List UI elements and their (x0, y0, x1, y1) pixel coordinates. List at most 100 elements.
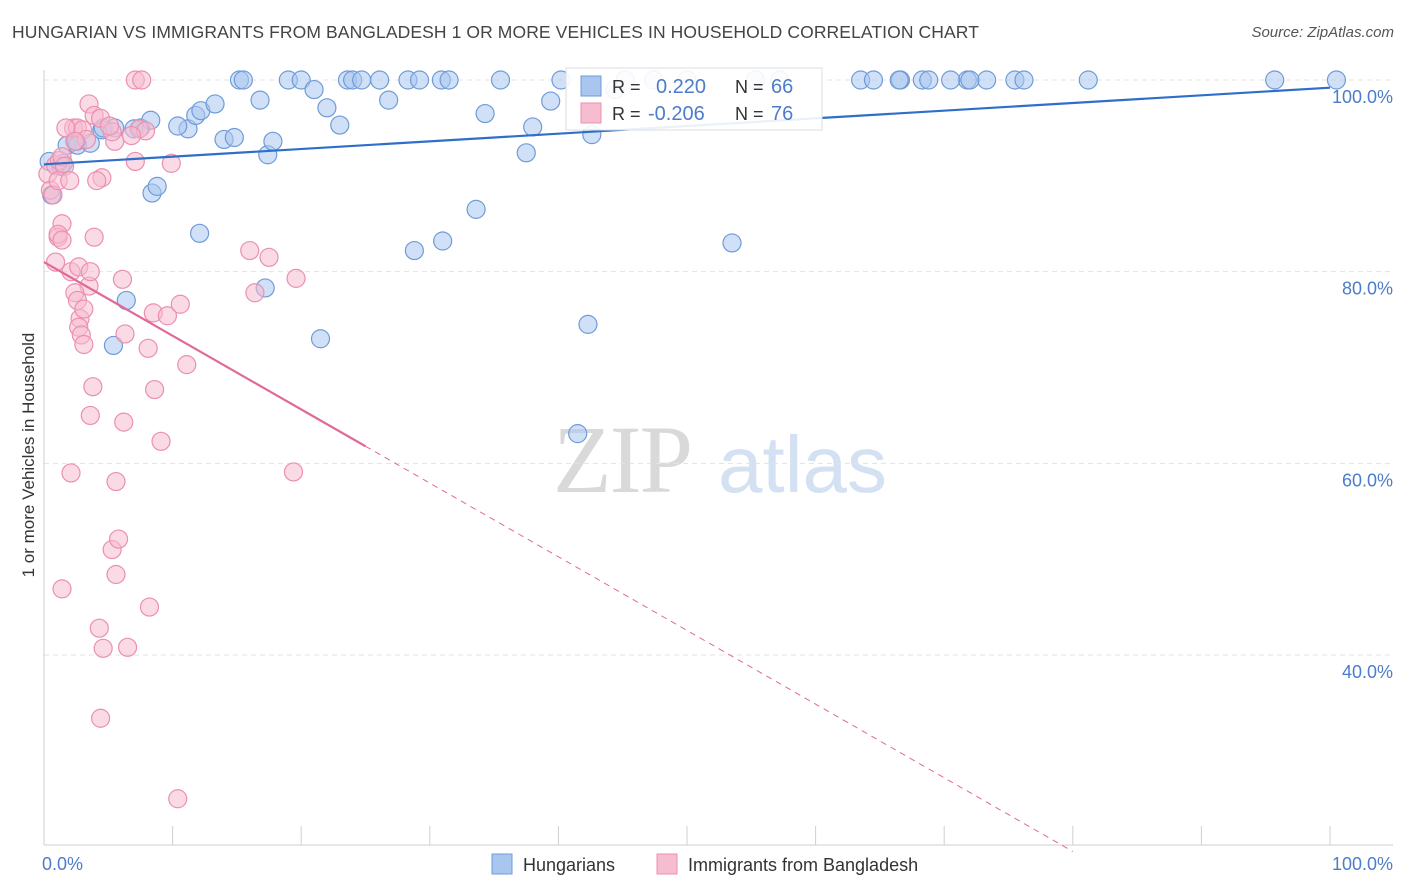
bangladesh-point-54 (107, 566, 125, 584)
y-tick-label-2: 60.0% (1342, 470, 1393, 490)
bangladesh-point-46 (146, 381, 164, 399)
bangladesh-point-33 (75, 336, 93, 354)
hungarians-point-30 (305, 81, 323, 99)
bangladesh-point-69 (284, 463, 302, 481)
hungarians-point-61 (1327, 71, 1345, 89)
legend-n-label-blue: N = (735, 77, 764, 97)
bangladesh-point-43 (133, 71, 151, 89)
bangladesh-point-35 (81, 406, 99, 424)
hungarians-point-20 (206, 95, 224, 113)
bangladesh-point-68 (287, 269, 305, 287)
bangladesh-point-13 (61, 172, 79, 190)
series-legend: Hungarians Immigrants from Bangladesh (492, 854, 918, 875)
bangladesh-point-63 (62, 464, 80, 482)
hungarians-point-63 (434, 232, 452, 250)
hungarians-point-80 (961, 71, 979, 89)
legend-r-value-pink: -0.206 (648, 103, 705, 125)
hungarians-point-60 (1266, 71, 1284, 89)
hungarians-point-16 (148, 177, 166, 195)
hungarians-point-32 (331, 116, 349, 134)
bangladesh-point-60 (94, 639, 112, 657)
legend-n-value-blue: 66 (771, 76, 793, 98)
hungarians-point-31 (318, 99, 336, 117)
legend-r-label-pink: R = (612, 104, 641, 124)
hungarians-point-45 (524, 118, 542, 136)
hungarians-point-43 (492, 71, 510, 89)
correlation-legend: R = 0.220 N = 66 R = -0.206 N = 76 (566, 68, 822, 130)
scatter-chart: ZIP atlas 100.0%80.0%60.0%40.0% 0.0% 100… (0, 0, 1406, 892)
hungarians-point-62 (405, 242, 423, 260)
y-tick-label-3: 40.0% (1342, 662, 1393, 682)
hungarians-point-71 (569, 425, 587, 443)
bangladesh-point-67 (260, 248, 278, 266)
bangladesh-point-47 (152, 432, 170, 450)
hungarians-point-56 (978, 71, 996, 89)
hungarians-point-70 (579, 315, 597, 333)
legend-n-value-pink: 76 (771, 103, 793, 125)
hungarians-point-58 (1015, 71, 1033, 89)
y-axis-label: 1 or more Vehicles in Household (19, 333, 38, 578)
bangladesh-point-75 (88, 172, 106, 190)
bangladesh-point-74 (122, 127, 140, 145)
bangladesh-point-59 (90, 619, 108, 637)
watermark-zip: ZIP (553, 406, 691, 513)
bangladesh-point-11 (53, 231, 71, 249)
bangladesh-point-53 (107, 473, 125, 491)
legend-swatch-pink (581, 103, 601, 123)
bangladesh-point-37 (116, 325, 134, 343)
bangladesh-point-51 (178, 356, 196, 374)
hungarians-point-42 (476, 105, 494, 123)
hungarians-point-59 (1079, 71, 1097, 89)
y-tick-label-1: 80.0% (1342, 279, 1393, 299)
hungarians-point-35 (353, 71, 371, 89)
hungarians-point-17 (169, 117, 187, 135)
bangladesh-point-73 (66, 132, 84, 150)
hungarians-point-39 (411, 71, 429, 89)
hungarians-point-79 (942, 71, 960, 89)
bangladesh-point-25 (85, 228, 103, 246)
hungarians-point-24 (251, 91, 269, 109)
bottom-legend-swatch-pink (657, 854, 677, 874)
y-tick-labels: 100.0% 80.0% 60.0% 40.0% (1332, 87, 1393, 682)
series-bangladesh (39, 71, 305, 808)
hungarians-point-22 (225, 129, 243, 147)
watermark: ZIP atlas (553, 406, 887, 513)
hungarians-point-25 (234, 71, 252, 89)
watermark-atlas: atlas (718, 420, 887, 509)
bangladesh-point-61 (92, 709, 110, 727)
hungarians-point-41 (440, 71, 458, 89)
hungarians-point-27 (264, 132, 282, 150)
bangladesh-point-58 (140, 598, 158, 616)
hungarians-point-76 (864, 71, 882, 89)
bangladesh-point-39 (126, 152, 144, 170)
bangladesh-point-56 (110, 530, 128, 548)
legend-r-label-blue: R = (612, 77, 641, 97)
bangladesh-point-36 (113, 270, 131, 288)
bottom-legend-swatch-blue (492, 854, 512, 874)
legend-swatch-blue (581, 76, 601, 96)
bottom-legend-label-hungarians: Hungarians (523, 855, 615, 875)
gridlines (44, 80, 1393, 655)
bangladesh-point-57 (119, 638, 137, 656)
bangladesh-point-64 (169, 790, 187, 808)
bangladesh-point-71 (101, 117, 119, 135)
bottom-legend-label-bangladesh: Immigrants from Bangladesh (688, 855, 918, 875)
hungarians-point-65 (191, 224, 209, 242)
bangladesh-point-66 (246, 284, 264, 302)
hungarians-point-72 (723, 234, 741, 252)
hungarians-point-46 (542, 92, 560, 110)
bangladesh-point-50 (171, 295, 189, 313)
bangladesh-point-65 (241, 242, 259, 260)
bangladesh-point-34 (84, 378, 102, 396)
x-tick-label-max: 100.0% (1332, 854, 1393, 874)
bangladesh-point-52 (115, 413, 133, 431)
hungarians-point-69 (311, 330, 329, 348)
legend-r-value-blue: 0.220 (656, 76, 706, 98)
bangladesh-point-30 (75, 300, 93, 318)
y-tick-label-0: 100.0% (1332, 87, 1393, 107)
bangladesh-point-44 (139, 339, 157, 357)
bangladesh-point-62 (53, 580, 71, 598)
hungarians-point-37 (380, 91, 398, 109)
hungarians-point-78 (920, 71, 938, 89)
hungarians-point-64 (467, 200, 485, 218)
